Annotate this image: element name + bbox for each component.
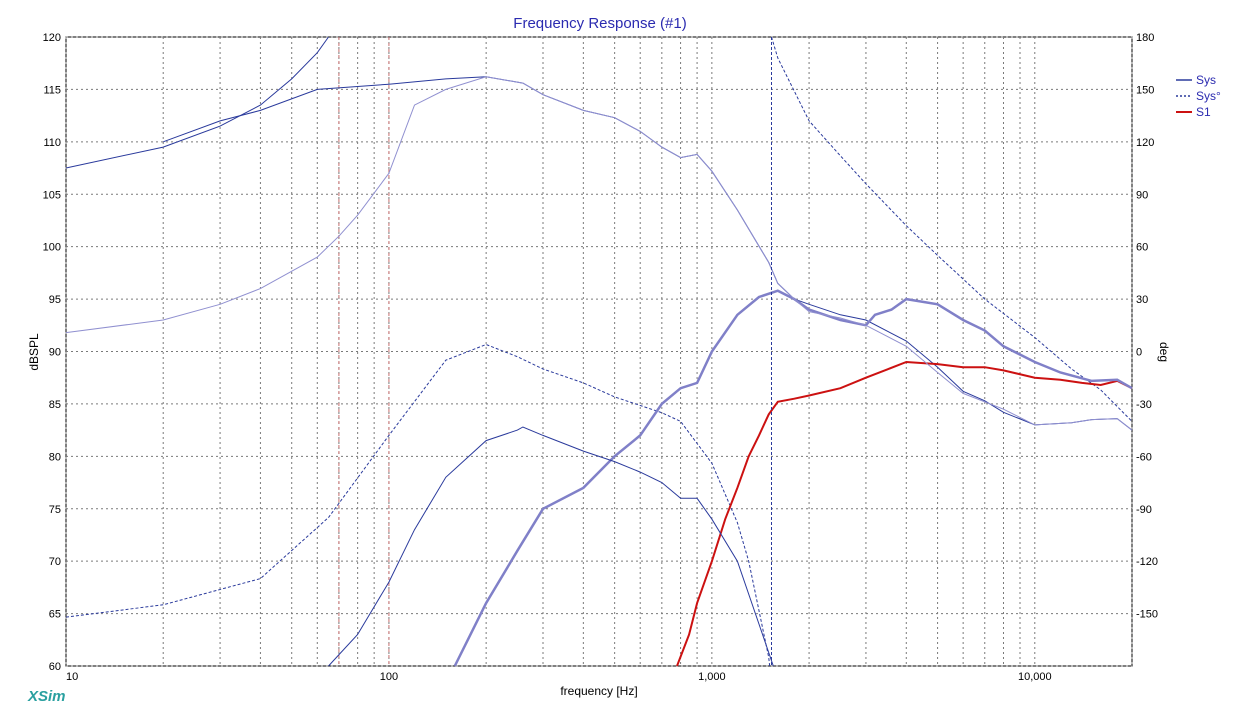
series-line-s1 (676, 360, 1133, 667)
series-line-curve-4 (65, 76, 1133, 431)
y-axis-label: dBSPL (27, 333, 41, 371)
y2-tick-label: 180 (1136, 32, 1154, 44)
y-axis-ticks: 60 65 70 75 80 85 90 95 100 105 110 115 120 (43, 32, 61, 673)
series-line-sys (771, 36, 1133, 422)
y2-tick-label: -60 (1136, 451, 1152, 463)
plot-area (65, 36, 1133, 667)
x-tick-label: 100 (380, 671, 398, 683)
y2-tick-label: 30 (1136, 294, 1148, 306)
y-tick-label: 100 (43, 242, 61, 254)
y2-axis-label: deg (1157, 342, 1171, 362)
y-tick-label: 95 (49, 294, 61, 306)
y2-tick-label: 90 (1136, 189, 1148, 201)
y2-tick-label: 120 (1136, 137, 1154, 149)
y2-tick-label: -150 (1136, 609, 1158, 621)
x-axis-ticks: 10 100 1,000 10,000 (66, 671, 1052, 683)
y-tick-label: 80 (49, 451, 61, 463)
vertical-markers (338, 37, 390, 666)
y-tick-label: 60 (49, 661, 61, 673)
y2-tick-label: -90 (1136, 504, 1152, 516)
series-line-sys (65, 343, 771, 667)
legend-entry: Sys° (1196, 89, 1221, 103)
y2-tick-label: -120 (1136, 556, 1158, 568)
y-tick-label: 75 (49, 504, 61, 516)
x-tick-label: 10,000 (1018, 671, 1052, 683)
y-tick-label: 70 (49, 556, 61, 568)
chart-title: Frequency Response (#1) (513, 15, 686, 32)
y-tick-label: 115 (43, 84, 61, 96)
y-tick-label: 85 (49, 399, 61, 411)
y-tick-label: 105 (43, 189, 61, 201)
legend-entry: S1 (1196, 105, 1211, 119)
x-tick-label: 1,000 (698, 671, 726, 683)
x-tick-label: 10 (66, 671, 78, 683)
y2-tick-label: -30 (1136, 399, 1152, 411)
y2-tick-label: 0 (1136, 347, 1142, 359)
y-tick-label: 90 (49, 347, 61, 359)
y2-tick-label: 60 (1136, 242, 1148, 254)
series-layer (65, 36, 1133, 667)
y-tick-label: 110 (43, 137, 61, 149)
legend: Sys Sys° S1 (1176, 73, 1221, 119)
x-axis-label: frequency [Hz] (560, 684, 637, 698)
series-line-curve-3 (453, 289, 1133, 667)
xsim-logo: XSim (28, 688, 66, 705)
legend-entry: Sys (1196, 73, 1216, 87)
y2-tick-label: 150 (1136, 84, 1154, 96)
series-line-curve-6 (328, 426, 774, 667)
y-tick-label: 120 (43, 32, 61, 44)
y2-axis-ticks: -150 -120 -90 -60 -30 0 30 60 90 120 150 180 (1136, 32, 1158, 621)
series-line-curve-5 (65, 36, 329, 169)
y-tick-label: 65 (49, 609, 61, 621)
